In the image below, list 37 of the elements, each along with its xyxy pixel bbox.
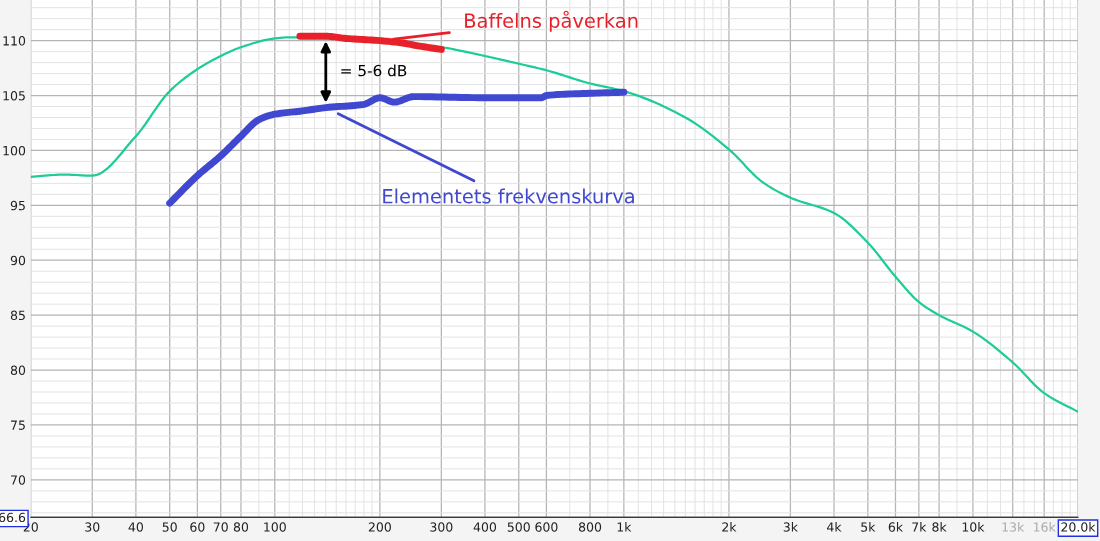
x-tick-label: 16k — [1033, 522, 1056, 532]
x-tick-label: 6k — [888, 522, 904, 532]
x-tick-label: 400 — [473, 522, 497, 532]
x-tick-label: 5k — [861, 522, 876, 532]
x-tick-label: 7k — [912, 522, 927, 532]
y-tick-label: 85 — [10, 310, 25, 321]
x-tick-label: 70 — [213, 522, 228, 532]
x-tick-label: 60 — [190, 522, 205, 532]
x-tick-label: 8k — [932, 522, 947, 532]
text: Elementets frekvenskurva — [383, 188, 634, 204]
x-tick-label: 300 — [430, 522, 453, 532]
x-tick-label: 20.0k — [1061, 522, 1096, 532]
x-tick-label: 40 — [128, 522, 143, 532]
x-tick-label: 500 — [507, 522, 530, 532]
y-tick-label: 100 — [3, 145, 26, 156]
x-tick-label: 30 — [85, 522, 100, 532]
x-tick-label: 80 — [233, 522, 249, 532]
x-tick-label: 13k — [1002, 522, 1025, 532]
y-tick-label: 105 — [3, 91, 25, 101]
x-tick-label: 2k — [722, 522, 737, 532]
x-tick-label: 800 — [578, 522, 602, 532]
y-tick-label: 70 — [11, 475, 26, 485]
x-tick-label: 10k — [962, 522, 985, 532]
x-tick-label: 200 — [368, 522, 391, 532]
x-tick-label: 50 — [162, 522, 177, 532]
y-tick-label: 75 — [11, 420, 25, 430]
y-tick-label: 90 — [10, 255, 26, 266]
x-tick-label: 100 — [264, 522, 286, 532]
y-tick-label: 80 — [10, 365, 26, 375]
y-tick-label: 95 — [10, 200, 25, 211]
series-label: Baffelns påverkan — [465, 10, 638, 32]
y-tick-label: 110 — [3, 36, 26, 46]
x-tick-label: 3k — [783, 522, 798, 532]
x-tick-label: 1k — [617, 522, 632, 532]
annotation: = 5-6 dB — [341, 64, 407, 77]
x-tick-label: 600 — [535, 522, 558, 532]
x-tick-label: 4k — [827, 522, 842, 532]
